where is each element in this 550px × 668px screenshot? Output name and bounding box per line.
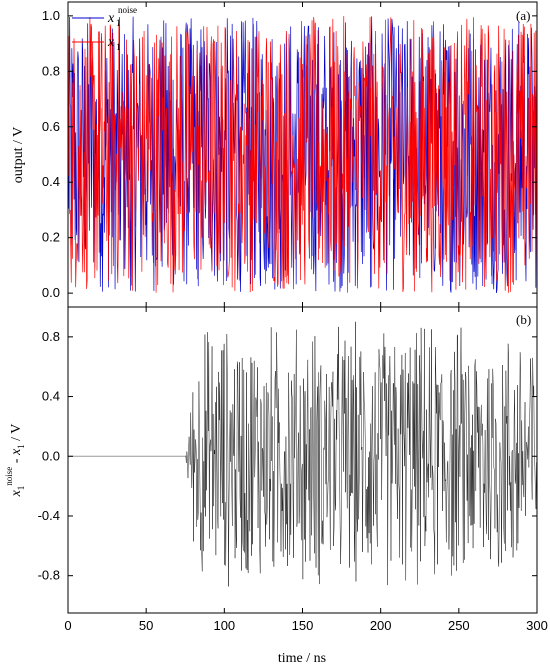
x-tick-label: 200 <box>370 618 392 633</box>
panel-b-y-axis-title: x1noise - x1 / V <box>4 424 26 498</box>
panel-a-label: (a) <box>516 8 530 23</box>
legend-red-sub: 1 <box>116 42 121 52</box>
panel-b-y-ticks: -0.8 -0.4 0.0 0.4 0.8 <box>38 329 537 583</box>
ylabel-b-sub2: 1 <box>16 444 26 449</box>
ylabel-b-sup1: noise <box>4 467 14 486</box>
ylabel-b-mid: - <box>9 455 24 467</box>
panel-a-y-ticks: 0.0 0.2 0.4 0.6 0.8 1.0 <box>42 8 537 300</box>
panel-b-chart: -0.8 -0.4 0.0 0.4 0.8 0 50 100 150 200 250 300 (b)… <box>4 306 548 666</box>
ylabel-b-sub1: 1 <box>16 486 26 491</box>
panel-b-x-ticks: 0 50 100 150 200 250 300 <box>64 307 548 633</box>
x-tick-label: 300 <box>526 618 548 633</box>
panel-a-x-ticks <box>67 2 538 307</box>
x-axis-title: time / ns <box>278 651 326 666</box>
y-tick-label: 0.8 <box>42 63 60 78</box>
y-tick-label: 0.0 <box>42 285 60 300</box>
y-tick-label: -0.8 <box>38 568 60 583</box>
svg-text:x1noise - x1 / V: x1noise - x1 / V <box>4 424 26 498</box>
series-x1-line <box>68 16 537 293</box>
legend-blue-main: x <box>107 11 115 26</box>
panel-b-traces <box>68 321 537 587</box>
y-tick-label: 0.4 <box>42 174 60 189</box>
y-tick-label: -0.4 <box>38 508 60 523</box>
x-tick-label: 100 <box>213 618 235 633</box>
y-tick-label: 0.0 <box>42 448 60 463</box>
legend-blue-sup: noise <box>118 5 137 15</box>
legend-red-main: x <box>107 35 115 50</box>
ylabel-b-unit: / V <box>9 424 24 445</box>
panel-a-y-axis-title: output / V <box>11 127 26 184</box>
legend: x 1 noise x 1 <box>72 5 137 52</box>
ylabel-b-main2: x <box>9 448 24 456</box>
y-tick-label: 0.6 <box>42 119 60 134</box>
ylabel-b-main1: x <box>9 489 24 497</box>
y-tick-label: 0.8 <box>42 329 60 344</box>
y-tick-label: 0.4 <box>42 389 60 404</box>
panel-b-label: (b) <box>516 312 531 327</box>
x-tick-label: 0 <box>64 618 71 633</box>
x-tick-label: 50 <box>139 618 153 633</box>
x-tick-label: 150 <box>292 618 314 633</box>
x-tick-label: 250 <box>448 618 470 633</box>
panel-a-traces <box>68 16 537 294</box>
panel-a-chart: 0.0 0.2 0.4 0.6 0.8 1.0 (a) output / V x 1 no… <box>11 1 538 308</box>
y-tick-label: 1.0 <box>42 8 60 23</box>
series-difference-line <box>185 321 537 587</box>
legend-blue-sub: 1 <box>116 18 121 28</box>
y-tick-label: 0.2 <box>42 230 60 245</box>
